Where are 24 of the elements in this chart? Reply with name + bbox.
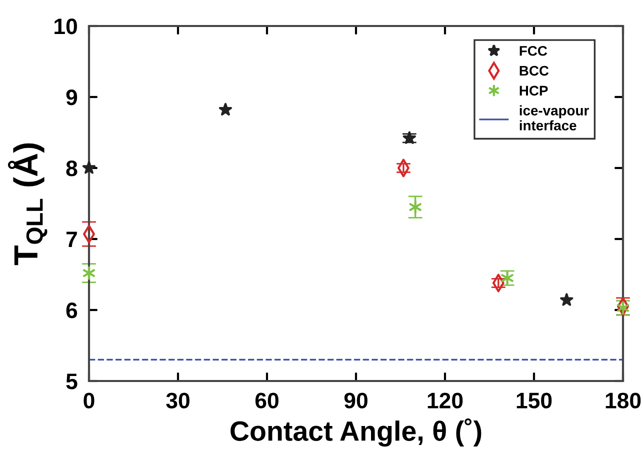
x-tick-label: 120: [428, 392, 463, 408]
y-tick-label: 10: [54, 18, 77, 34]
legend-label: HCP: [520, 86, 548, 96]
point: [560, 293, 574, 306]
point: [82, 161, 96, 174]
legend-label: FCC: [520, 46, 548, 56]
y-axis-title: T$_{QLL}$ (Å): [8, 143, 48, 266]
x-tick-label: 150: [516, 392, 552, 408]
x-tick-label: 180: [606, 392, 641, 408]
y-tick-label: 5: [66, 374, 78, 390]
y-tick-label: 6: [66, 302, 78, 318]
legend-label: BCC: [520, 66, 549, 76]
x-tick-label: 30: [166, 392, 190, 408]
y-tick-label: 8: [66, 160, 78, 176]
point: [409, 200, 422, 214]
x-tick-label: 90: [344, 392, 368, 408]
y-tick-label: 7: [66, 232, 77, 248]
y-tick-label: 9: [66, 90, 78, 106]
x-axis-title: Contact Angle, θ (˚): [230, 418, 482, 447]
legend-label: ice-vapour interface: [520, 105, 589, 130]
x-tick-label: 60: [255, 392, 278, 408]
point: [218, 102, 232, 116]
point: [82, 266, 96, 280]
x-tick-label: 0: [84, 392, 94, 408]
